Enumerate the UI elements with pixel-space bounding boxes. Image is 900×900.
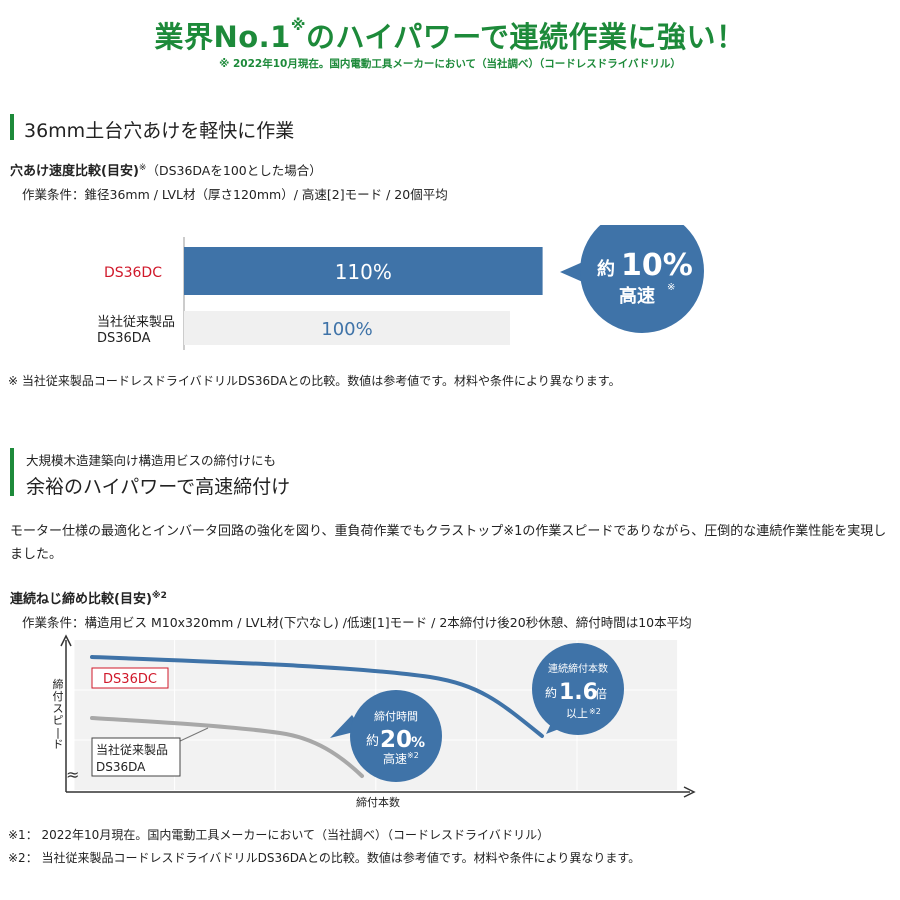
series-label-ds36da-line1: 当社従来製品 xyxy=(96,742,168,757)
badge-1-6-unit: 倍 xyxy=(595,686,607,701)
badge-1-6-suffix: 以上 xyxy=(566,707,588,720)
series-line-ds36da xyxy=(90,716,364,778)
screw-line-chart: 締付本数 締付スピ|ド ≈ DS36DC 当社従来製品 DS36DA 締付時間 … xyxy=(53,634,696,809)
badge-20-line1: 締付時間 xyxy=(374,709,418,723)
section2-description: モーター仕様の最適化とインバータ回路の強化を図り、重負荷作業でもクラストップ※1… xyxy=(10,524,887,562)
axis-break-symbol: ≈ xyxy=(66,765,79,784)
headline-note: ※ 2022年10月現在。国内電動工具メーカーにおいて（当社調べ）（コードレスド… xyxy=(219,58,681,70)
bar-category-ds36dc: DS36DC xyxy=(104,265,162,281)
bar-ds36dc xyxy=(184,247,543,295)
badge-10-percent: 約 10% 高速 ※ xyxy=(560,225,704,333)
series-label-ds36da-line2: DS36DA xyxy=(96,760,146,774)
bar-value-ds36dc: 110% xyxy=(335,260,392,284)
section1-compare-heading: 穴あけ速度比較(目安)※（DS36DAを100とした場合） xyxy=(10,160,322,179)
section2-title: 余裕のハイパワーで高速締付け xyxy=(26,476,291,498)
section2-compare-mark: ※2 xyxy=(151,590,167,601)
section1-accent-bar xyxy=(10,114,14,140)
badge-20-percent: 締付時間 約 20 % 高速 ※2 xyxy=(330,690,442,782)
section1-conditions: 作業条件：錐径36mm / LVL材（厚さ120mm）/ 高速[2]モード / … xyxy=(22,187,448,202)
badge-20-unit: % xyxy=(411,735,425,751)
section1-footnote: ※ 当社従来製品コードレスドライバドリルDS36DAとの比較。数値は参考値です。… xyxy=(8,374,621,388)
section1-compare-mark: ※ xyxy=(138,162,147,173)
section2-conditions: 作業条件：構造用ビス M10x320mm / LVL材(下穴なし) /低速[1]… xyxy=(22,615,692,630)
x-axis-arrow xyxy=(683,786,696,798)
section1-compare-title: 穴あけ速度比較(目安) xyxy=(10,164,139,179)
badge-10-value: 10% xyxy=(621,248,693,283)
bar-ds36da xyxy=(184,311,510,345)
badge-10-prefix: 約 xyxy=(597,258,615,280)
bar-category-ds36da-line2: DS36DA xyxy=(97,331,151,346)
leader-ds36da xyxy=(177,727,209,743)
badge-20-mark: ※2 xyxy=(407,751,419,760)
section2-subtitle: 大規模木造建築向け構造用ビスの締付けにも xyxy=(26,453,277,468)
headline: 業界No.1※のハイパワーで連続作業に強い！ xyxy=(0,14,900,56)
badge-10-suffix: 高速 xyxy=(619,285,655,307)
section2-compare-title: 連続ねじ締め比較(目安) xyxy=(10,592,152,607)
y-axis-label: 締付スピ|ド xyxy=(53,677,64,751)
badge-20-suffix: 高速 xyxy=(383,751,407,766)
badge-10-mark: ※ xyxy=(667,282,675,293)
bar-category-ds36da-line1: 当社従来製品 xyxy=(97,314,175,330)
badge-1-6-line1: 連続締付本数 xyxy=(548,662,608,675)
series-label-box-ds36dc xyxy=(91,667,169,689)
bar-value-ds36da: 100% xyxy=(321,319,372,340)
badge-20-prefix: 約 xyxy=(366,734,379,749)
section1-compare-note: （DS36DAを100とした場合） xyxy=(146,163,322,178)
headline-text: 業界No.1 xyxy=(154,20,291,54)
badge-1-6-prefix: 約 xyxy=(545,685,557,700)
badge-1-6-value: 1.6 xyxy=(559,680,598,705)
section2-compare-heading: 連続ねじ締め比較(目安)※2 xyxy=(10,588,167,607)
speed-bar-chart: DS36DC 当社従来製品 DS36DA 110% 100% 約 10% 高速 … xyxy=(97,225,704,350)
section1-title: 36mm土台穴あけを軽快に作業 xyxy=(24,120,295,142)
x-axis-label: 締付本数 xyxy=(356,795,400,809)
headline-rest: のハイパワーで連続作業に強い！ xyxy=(305,20,746,54)
section2-footnote1: ※1： 2022年10月現在。国内電動工具メーカーにおいて（当社調べ）（コードレ… xyxy=(8,828,550,842)
badge-20-value: 20 xyxy=(380,727,412,753)
series-label-box-ds36da xyxy=(91,737,181,777)
y-axis-arrow xyxy=(60,634,72,647)
badge-1-6-mark: ※2 xyxy=(589,707,601,716)
headline-mark: ※ xyxy=(290,16,306,34)
section2-accent-bar xyxy=(10,448,14,496)
series-label-ds36dc: DS36DC xyxy=(103,672,157,687)
badge-1-6-times: 連続締付本数 約 1.6 倍 以上 ※2 xyxy=(532,643,624,735)
series-line-ds36dc xyxy=(90,655,544,738)
section2-footnote2: ※2： 当社従来製品コードレスドライバドリルDS36DAとの比較。数値は参考値で… xyxy=(8,851,641,865)
